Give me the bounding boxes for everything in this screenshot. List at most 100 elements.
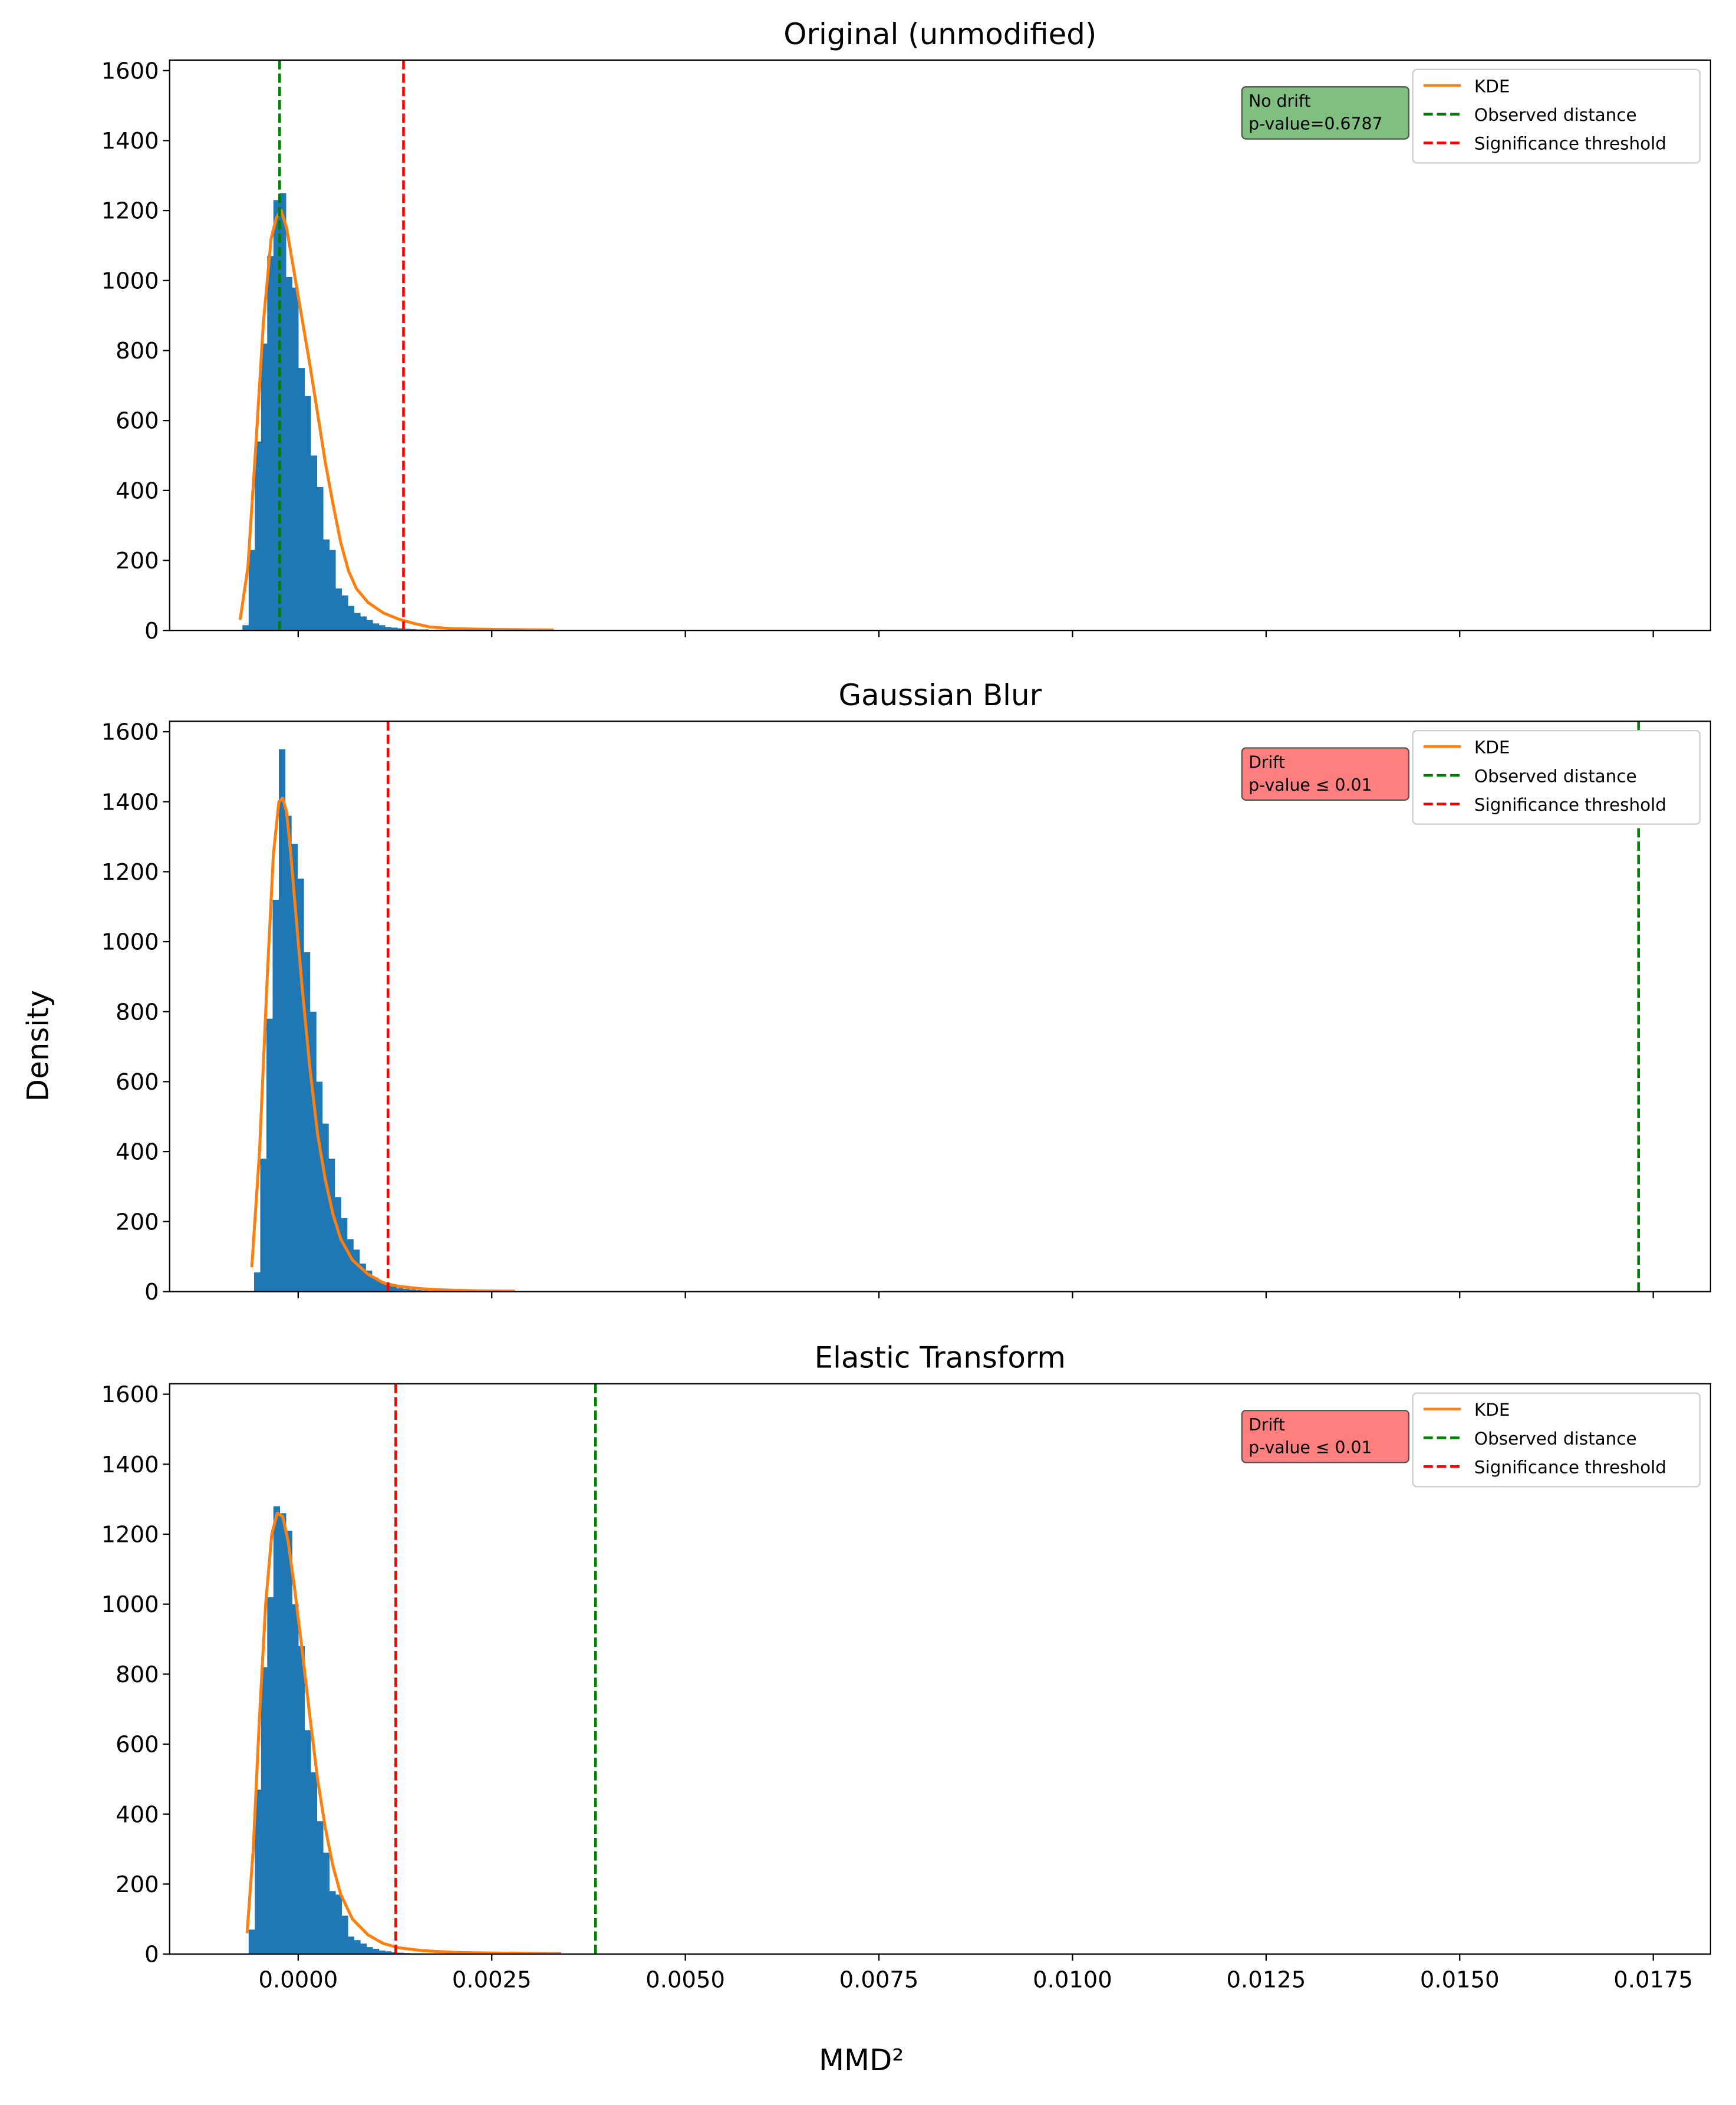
annotation-status: Drift (1249, 1415, 1285, 1435)
histogram-bar (391, 627, 398, 631)
legend-label-observed: Observed distance (1474, 105, 1637, 125)
histogram-bar (279, 1513, 286, 1955)
y-tick-label: 600 (116, 1069, 159, 1096)
histogram-bar (353, 1249, 360, 1292)
histogram-bar (267, 256, 274, 631)
histogram-bar (410, 629, 417, 631)
histogram-bar (285, 815, 292, 1292)
histogram-bar (384, 627, 392, 631)
y-tick-label: 1400 (101, 128, 159, 154)
legend-label-kde: KDE (1474, 738, 1510, 758)
y-tick-label: 0 (144, 1279, 159, 1305)
x-axis-label: MMD² (819, 2043, 904, 2077)
annotation-p-value: p-value=0.6787 (1249, 114, 1382, 134)
x-tick-label: 0.0000 (258, 1967, 338, 1994)
histogram-bar (390, 1286, 397, 1292)
legend-label-kde: KDE (1474, 76, 1510, 96)
histogram-bar (372, 1949, 380, 1955)
y-tick-label: 1200 (101, 1522, 159, 1548)
x-tick-label: 0.0175 (1613, 1967, 1693, 1994)
y-tick-label: 200 (116, 1209, 159, 1235)
y-tick-label: 1000 (101, 929, 159, 956)
histogram-bar (285, 277, 293, 631)
kde-line (245, 1511, 562, 1955)
histogram-bar (347, 606, 355, 631)
y-tick-label: 1600 (101, 719, 159, 746)
x-tick-label: 0.0125 (1226, 1967, 1306, 1994)
y-tick-label: 400 (116, 1801, 159, 1828)
x-tick-label: 0.0100 (1033, 1967, 1112, 1994)
subplot-2: Gaussian Blur 0 200 400 600 800 1000 1200 1400 16… (101, 678, 1711, 1305)
histogram-bar (397, 628, 404, 631)
x-tick-label: 0.0150 (1420, 1967, 1500, 1994)
y-tick-label: 600 (116, 1732, 159, 1758)
y-axis-label: Density (21, 990, 55, 1101)
legend: KDE Observed distance Significance thresho… (1412, 68, 1701, 164)
histogram-bar (359, 1264, 366, 1292)
histogram-bar (298, 368, 305, 631)
y-tick-label: 400 (116, 478, 159, 504)
histogram-bar (371, 1277, 378, 1292)
y-tick-label: 1200 (101, 859, 159, 886)
histogram-bar (316, 1081, 323, 1292)
histogram-bar (384, 1951, 392, 1955)
axes-frame (169, 59, 1711, 632)
histogram-bar (341, 1915, 348, 1955)
drift-annotation: Drift p-value ≤ 0.01 (1241, 747, 1410, 801)
histogram-bar (292, 287, 299, 631)
y-tick-label: 1400 (101, 789, 159, 815)
histogram-bar (328, 1158, 335, 1292)
histogram-bar (279, 749, 286, 1292)
legend-label-kde: KDE (1474, 1400, 1510, 1420)
histogram-bar (273, 1506, 280, 1955)
annotation-p-value: p-value ≤ 0.01 (1249, 1438, 1372, 1458)
kde-line (238, 209, 554, 631)
histogram-bar (304, 396, 311, 631)
legend-label-observed: Observed distance (1474, 766, 1637, 786)
histogram-bar (248, 550, 255, 631)
histogram-bar (253, 1272, 261, 1292)
axes-frame (169, 721, 1711, 1292)
histogram-bar (292, 1604, 299, 1955)
histogram-bar (403, 629, 410, 631)
histogram-bar (304, 952, 311, 1292)
subplot-title: Original (unmodified) (783, 17, 1096, 51)
histogram-bar (261, 343, 268, 631)
histogram-bar (255, 1790, 262, 1955)
legend-label-threshold: Significance threshold (1474, 134, 1666, 154)
histogram-bar (403, 1288, 410, 1292)
histogram-bar (378, 1951, 386, 1955)
annotation-status: No drift (1249, 91, 1311, 111)
y-tick-label: 800 (116, 1662, 159, 1688)
histogram-bar (322, 1123, 329, 1292)
histogram-bar (322, 1852, 330, 1955)
histogram-bar (267, 1597, 274, 1955)
histogram-bar (260, 1158, 267, 1292)
legend-label-observed: Observed distance (1474, 1429, 1637, 1449)
histogram-bar (310, 455, 318, 631)
y-tick-label: 400 (116, 1139, 159, 1166)
x-tick-label: 0.0075 (839, 1967, 919, 1994)
histogram-bar (242, 625, 249, 631)
subplot-title: Elastic Transform (815, 1341, 1066, 1375)
subplot-1: Original (unmodified) 0 200 400 600 800 1000 12… (101, 17, 1711, 644)
histogram-bar (272, 899, 279, 1292)
histogram-bar (365, 1270, 373, 1292)
histogram-bar (317, 1821, 324, 1955)
histogram-bar (273, 200, 280, 631)
histogram-bar (360, 616, 367, 631)
histogram-bar (354, 613, 361, 631)
histogram-bar (347, 1936, 355, 1955)
histogram-bar (255, 441, 262, 631)
histogram-bar (261, 1667, 268, 1955)
histogram-bar (397, 1952, 404, 1955)
subplot-3: Elastic Transform 0 200 400 600 800 1000 1200 14… (101, 1341, 1711, 1994)
legend: KDE Observed distance Significance thresho… (1412, 729, 1701, 825)
histogram-bar (266, 1018, 274, 1292)
x-tick-label: 0.0050 (645, 1967, 725, 1994)
histogram-bar (409, 1289, 416, 1292)
legend-label-threshold: Significance threshold (1474, 1458, 1666, 1478)
histogram-bar (366, 620, 373, 631)
histogram-bar (279, 193, 286, 631)
histogram-bar (322, 539, 330, 631)
